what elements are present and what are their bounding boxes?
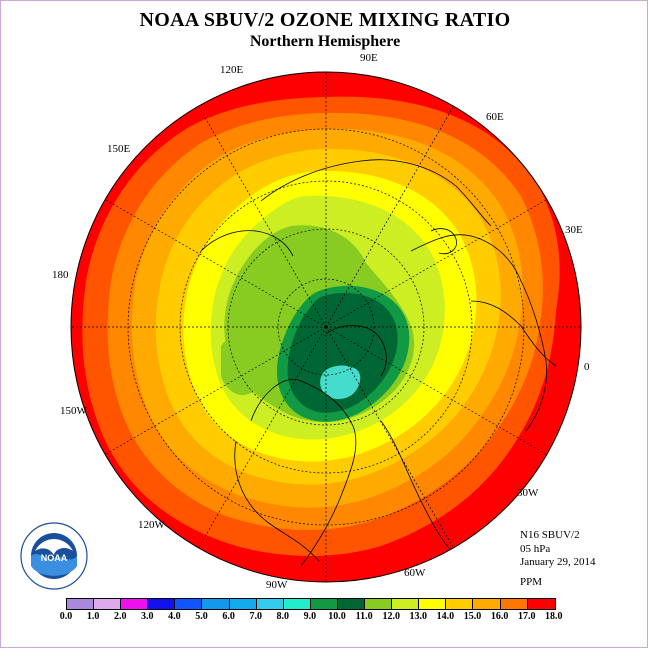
lon-label-150w: 150W: [60, 405, 87, 417]
colorbar-segment: [310, 599, 338, 609]
lon-label-150e: 150E: [107, 143, 131, 155]
colorbar-tick-label: 8.0: [276, 611, 290, 622]
contour-band-center: [320, 365, 361, 400]
lon-label-90w: 90W: [266, 579, 288, 591]
pressure-label: 05 hPa: [520, 542, 551, 555]
contour-band-dark-green: [287, 292, 398, 413]
colorbar-tick-label: 10.0: [328, 611, 346, 622]
meridian-line: [198, 326, 327, 549]
colorbar-segment: [283, 599, 311, 609]
meridian-line: [104, 326, 327, 455]
colorbar-tick-label: 6.0: [222, 611, 235, 622]
colorbar-segment: [148, 599, 176, 609]
colorbar-tick-label: 16.0: [490, 611, 509, 622]
colorbar-tick-label: 14.0: [436, 611, 455, 622]
colorbar-segment: [500, 599, 528, 609]
coastline-north-america-west: [234, 440, 320, 562]
colorbar-tick-label: 7.0: [249, 611, 262, 622]
lon-label-120w: 120W: [138, 519, 165, 531]
colorbar-tick-label: 2.0: [113, 611, 127, 622]
page-subtitle: Northern Hemisphere: [249, 33, 401, 50]
contour-band-light-green-2: [221, 331, 267, 396]
contour-layer: [71, 72, 581, 582]
page-title: NOAA SBUV/2 OZONE MIXING RATIO: [139, 9, 511, 31]
colorbar-segment: [446, 599, 474, 609]
colorbar-segment: [94, 599, 122, 609]
satellite-label: N16 SBUV/2: [520, 529, 580, 541]
lon-label-30e: 30E: [565, 224, 583, 236]
meridian-line: [325, 326, 548, 455]
noaa-logo: NOAA: [20, 522, 88, 590]
colorbar-segment: [419, 599, 447, 609]
lon-label-120e: 120E: [220, 64, 244, 76]
lon-label-60e: 60E: [486, 111, 504, 123]
colorbar-labels: 0.0 1.0 2.0 3.0 4.0 5.0 6.0 7.0 8.0 9.0 10.0 11.0 12…: [1, 611, 647, 625]
colorbar-segment: [392, 599, 420, 609]
coastline-greenland-atlantic: [380, 420, 457, 557]
coastline-north-america: [250, 379, 357, 567]
coastline-mediterranean: [470, 300, 557, 367]
meridian-line: [325, 326, 454, 549]
colorbar: [66, 598, 556, 610]
colorbar-tick-label: 4.0: [168, 611, 181, 622]
lon-label-0: 0: [584, 361, 590, 373]
coastlines: [200, 159, 557, 567]
map-border: [70, 71, 582, 583]
lon-label-30w: 30W: [517, 487, 539, 499]
colorbar-tick-label: 11.0: [355, 611, 373, 622]
colorbar-tick-label: 9.0: [303, 611, 317, 622]
colorbar-tick-label: 0.0: [59, 611, 73, 622]
meridian-line: [198, 105, 327, 328]
meridian-line: [104, 199, 327, 328]
graticule: [71, 72, 581, 582]
lon-label-60w: 60W: [404, 567, 426, 579]
noaa-logo-text: NOAA: [41, 553, 68, 563]
colorbar-segment: [229, 599, 257, 609]
colorbar-tick-label: 18.0: [545, 611, 563, 622]
colorbar-tick-label: 3.0: [141, 611, 154, 622]
colorbar-segment: [202, 599, 230, 609]
colorbar-segment: [175, 599, 203, 609]
colorbar-tick-label: 1.0: [86, 611, 100, 622]
colorbar-segment: [365, 599, 393, 609]
colorbar-segment: [256, 599, 284, 609]
meridian-line: [325, 105, 454, 328]
colorbar-segment: [473, 599, 501, 609]
info-block: N16 SBUV/2 05 hPa January 29, 2014: [520, 529, 595, 570]
colorbar-segment: [337, 599, 366, 609]
colorbar-segment: [527, 599, 555, 609]
date-label: January 29, 2014: [520, 556, 596, 568]
lon-label-180: 180: [52, 269, 69, 281]
coastline-scandinavia: [430, 228, 457, 255]
coastline-asia: [260, 159, 492, 227]
meridian-line: [325, 199, 548, 328]
colorbar-tick-label: 5.0: [195, 611, 208, 622]
colorbar-tick-label: 17.0: [517, 611, 536, 622]
coastline-alaska: [200, 230, 294, 257]
lon-label-90e: 90E: [360, 52, 378, 64]
colorbar-tick-label: 15.0: [463, 611, 482, 622]
meridians: [71, 72, 581, 582]
colorbar-tick-label: 12.0: [382, 611, 400, 622]
colorbar-segment: [67, 599, 95, 609]
colorbar-segment: [121, 599, 149, 609]
units-label: PPM: [520, 576, 543, 588]
colorbar-tick-label: 13.0: [409, 611, 428, 622]
